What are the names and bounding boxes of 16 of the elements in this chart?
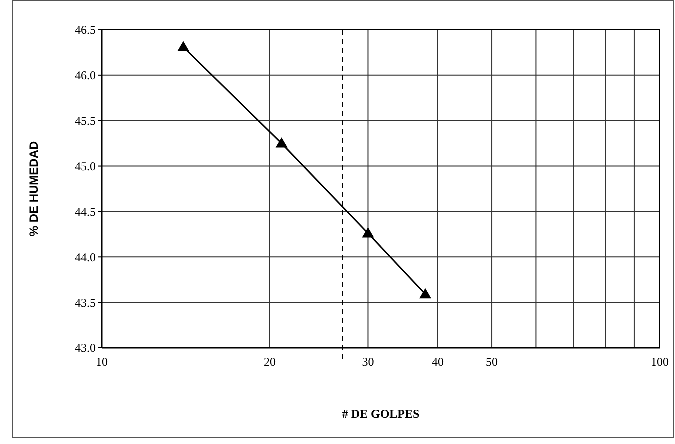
x-tick-label: 40 (432, 355, 444, 369)
x-tick-label: 20 (264, 355, 276, 369)
y-tick-label: 44.5 (75, 204, 96, 219)
y-tick-label: 43.5 (75, 296, 96, 310)
x-tick-label: 10 (96, 355, 108, 369)
y-tick-label: 46.0 (75, 68, 96, 83)
x-tick-label: 100 (651, 355, 669, 369)
x-tick-label: 50 (486, 355, 498, 369)
y-tick-label: 46.5 (75, 23, 96, 38)
y-tick-label: 44.0 (75, 250, 96, 264)
y-tick-label: 45.5 (75, 114, 96, 128)
y-tick-label: 45.0 (75, 159, 96, 174)
x-axis-title: # DE GOLPES (342, 407, 420, 421)
y-tick-label: 43.0 (75, 341, 96, 356)
y-axis-title: % DE HUMEDAD (27, 141, 41, 237)
x-tick-label: 30 (362, 355, 374, 369)
